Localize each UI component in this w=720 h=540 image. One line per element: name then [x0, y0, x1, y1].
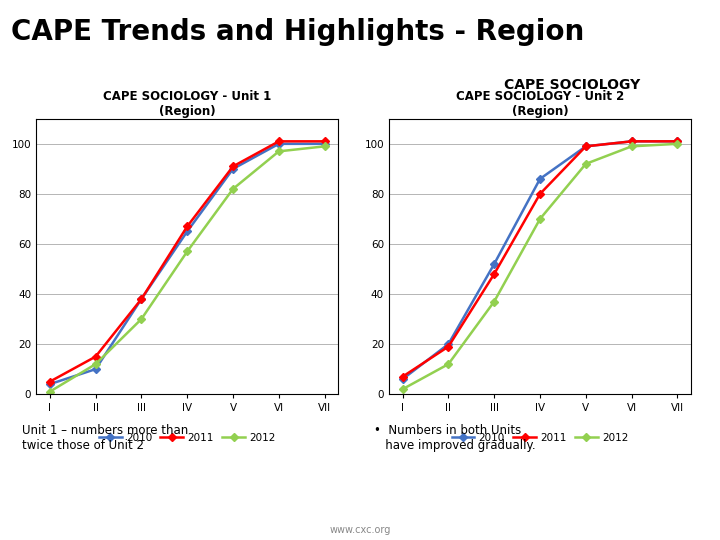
2010 — [536, 176, 544, 182]
2010 — [45, 381, 54, 387]
2012 — [229, 186, 238, 192]
2012 — [320, 143, 329, 150]
2010 — [444, 341, 453, 347]
2012 — [673, 140, 682, 147]
Text: Unit 1 – numbers more than
twice those of Unit 2: Unit 1 – numbers more than twice those o… — [22, 424, 188, 452]
2010 — [673, 138, 682, 145]
Legend: 2010, 2011, 2012: 2010, 2011, 2012 — [94, 429, 280, 447]
2011 — [229, 163, 238, 170]
2010 — [320, 140, 329, 147]
2011 — [398, 374, 407, 380]
2010 — [582, 143, 590, 150]
Title: CAPE SOCIOLOGY - Unit 1
(Region): CAPE SOCIOLOGY - Unit 1 (Region) — [103, 90, 271, 118]
2012 — [582, 160, 590, 167]
2012 — [137, 316, 145, 322]
2011 — [627, 138, 636, 145]
2011 — [582, 143, 590, 150]
2011 — [45, 379, 54, 385]
2012 — [627, 143, 636, 150]
2011 — [274, 138, 283, 145]
2012 — [398, 386, 407, 393]
2011 — [137, 296, 145, 302]
Text: CAPE SOCIOLOGY: CAPE SOCIOLOGY — [504, 78, 641, 92]
2010 — [91, 366, 100, 373]
Line: 2011: 2011 — [47, 139, 328, 384]
Line: 2012: 2012 — [400, 141, 680, 392]
2010 — [229, 166, 238, 172]
2012 — [183, 248, 192, 255]
2012 — [274, 148, 283, 154]
Text: www.cxc.org: www.cxc.org — [329, 524, 391, 535]
2012 — [91, 361, 100, 367]
Line: 2010: 2010 — [400, 139, 680, 382]
2012 — [490, 298, 498, 305]
2011 — [320, 138, 329, 145]
2011 — [91, 353, 100, 360]
2011 — [183, 223, 192, 230]
2010 — [398, 376, 407, 382]
2010 — [490, 261, 498, 267]
Text: CAPE Trends and Highlights - Region: CAPE Trends and Highlights - Region — [11, 18, 584, 46]
Legend: 2010, 2011, 2012: 2010, 2011, 2012 — [447, 429, 633, 447]
2010 — [627, 138, 636, 145]
Line: 2010: 2010 — [47, 141, 328, 387]
Line: 2011: 2011 — [400, 139, 680, 380]
2012 — [536, 215, 544, 222]
Line: 2012: 2012 — [47, 144, 328, 395]
2011 — [536, 191, 544, 197]
2010 — [274, 140, 283, 147]
2012 — [45, 388, 54, 395]
Text: •  Numbers in both Units
   have improved gradually.: • Numbers in both Units have improved gr… — [374, 424, 536, 452]
2010 — [183, 228, 192, 235]
2012 — [444, 361, 453, 367]
Title: CAPE SOCIOLOGY - Unit 2
(Region): CAPE SOCIOLOGY - Unit 2 (Region) — [456, 90, 624, 118]
2010 — [137, 296, 145, 302]
2011 — [673, 138, 682, 145]
2011 — [490, 271, 498, 277]
2011 — [444, 343, 453, 350]
